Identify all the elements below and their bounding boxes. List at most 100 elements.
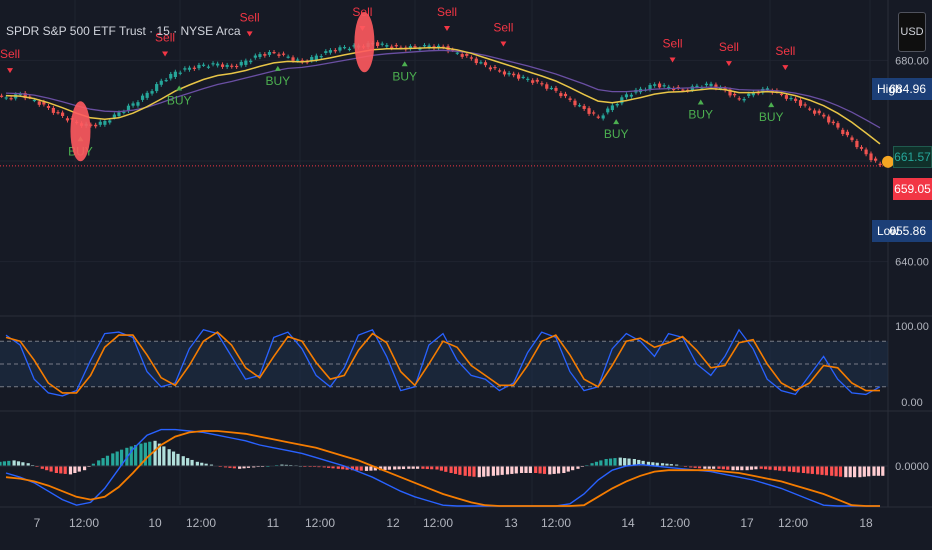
macd-histogram-bar: [844, 466, 848, 478]
macd-histogram-bar: [519, 466, 524, 473]
macd-histogram-bar: [651, 462, 655, 466]
candle-body: [813, 110, 817, 114]
candle-body: [155, 84, 159, 92]
high-value: 684.96: [889, 82, 926, 96]
candle-body: [587, 108, 591, 114]
candle-body: [535, 79, 539, 82]
candle-body: [869, 153, 873, 161]
buy-signal-label: BUY: [688, 108, 713, 122]
macd-histogram-bar: [496, 466, 500, 476]
candle-body: [540, 83, 544, 85]
candle-body: [610, 105, 614, 111]
candle: [545, 82, 558, 93]
candle-body: [333, 50, 337, 52]
sell-signal-arrow: [246, 31, 253, 37]
candle-body: [319, 56, 323, 58]
macd-histogram-bar: [200, 462, 204, 466]
macd-histogram-bar: [280, 464, 284, 466]
macd-line: [5, 428, 880, 507]
candle-body: [709, 83, 713, 86]
macd-histogram-bar: [853, 466, 857, 478]
currency-button[interactable]: USD: [898, 12, 926, 52]
macd-histogram-bar: [712, 466, 716, 469]
candle-body: [779, 93, 784, 96]
candle: [573, 98, 586, 111]
candle: [0, 93, 8, 101]
buy-signal-label: BUY: [759, 110, 784, 124]
macd-histogram-bar: [590, 463, 594, 466]
macd-histogram-bar: [562, 466, 566, 473]
candle-body: [310, 57, 314, 61]
candle-body: [695, 85, 699, 87]
candle-body: [620, 97, 624, 104]
candle-body: [183, 68, 187, 70]
candle: [164, 69, 177, 83]
macd-tick-label: 0.0000: [895, 461, 929, 473]
candle-body: [103, 121, 107, 125]
macd-histogram-bar: [528, 466, 532, 473]
candle-body: [784, 95, 789, 99]
macd-histogram-bar: [689, 466, 693, 468]
macd-histogram-bar: [204, 463, 208, 466]
candle-body: [488, 67, 492, 70]
macd-histogram-bar: [373, 466, 377, 471]
buy-signal-label: BUY: [392, 69, 417, 83]
buy-signal-arrow: [768, 102, 775, 108]
time-tick-label: 14: [621, 516, 635, 530]
macd-histogram-bar: [542, 466, 547, 474]
macd-histogram-bar: [538, 466, 542, 474]
buy-signal-label: BUY: [265, 74, 290, 88]
chart-title: SPDR S&P 500 ETF Trust · 15 · NYSE Arca: [6, 24, 241, 38]
macd-histogram-bar: [355, 466, 359, 471]
candle-body: [164, 80, 168, 82]
candle: [192, 62, 206, 71]
macd-histogram-bar: [101, 458, 105, 466]
macd-histogram-bar: [576, 466, 580, 469]
candle-body: [803, 104, 807, 106]
candle-body: [342, 47, 347, 49]
time-tick-label: 10: [148, 516, 162, 530]
candle: [305, 53, 318, 65]
macd-histogram-bar: [792, 466, 796, 473]
candle-body: [841, 129, 845, 135]
candle-body: [474, 58, 478, 64]
candle: [235, 58, 248, 69]
candle: [601, 103, 614, 121]
macd-histogram-bar: [872, 466, 876, 476]
macd-histogram-bar: [430, 466, 434, 470]
buy-signal-arrow: [176, 85, 183, 91]
macd-histogram-bar: [816, 466, 820, 475]
macd-histogram-bar: [876, 466, 880, 476]
candle-body: [516, 74, 521, 79]
candle-body: [291, 57, 295, 61]
candle-body: [483, 62, 488, 66]
macd-histogram-bar: [148, 441, 152, 466]
macd-histogram-bar: [317, 466, 321, 468]
candle: [615, 92, 629, 108]
candle-body: [112, 114, 116, 118]
macd-histogram-bar: [181, 456, 185, 466]
macd-histogram-bar: [327, 466, 331, 468]
macd-histogram-bar: [707, 466, 711, 469]
macd-histogram-bar: [534, 466, 538, 473]
candle-body: [704, 83, 709, 86]
stoch-d-line: [5, 331, 880, 394]
candle-body: [32, 99, 36, 102]
candle-body: [667, 86, 671, 89]
candle: [587, 106, 600, 120]
macd-histogram-bar: [759, 466, 763, 469]
macd-histogram-bar: [21, 462, 25, 466]
macd-histogram-bar: [693, 466, 697, 468]
macd-histogram-bar: [599, 460, 603, 466]
candle-body: [455, 52, 459, 54]
candle-body: [606, 108, 610, 113]
osc-tick-label: 100.00: [895, 321, 929, 333]
macd-histogram-bar: [139, 443, 143, 466]
candle: [220, 62, 234, 69]
candle: [319, 48, 333, 60]
candle-body: [394, 45, 398, 47]
candle-body: [733, 93, 737, 96]
sell-signal-label: Sell: [493, 20, 513, 34]
candle-body: [681, 89, 685, 91]
